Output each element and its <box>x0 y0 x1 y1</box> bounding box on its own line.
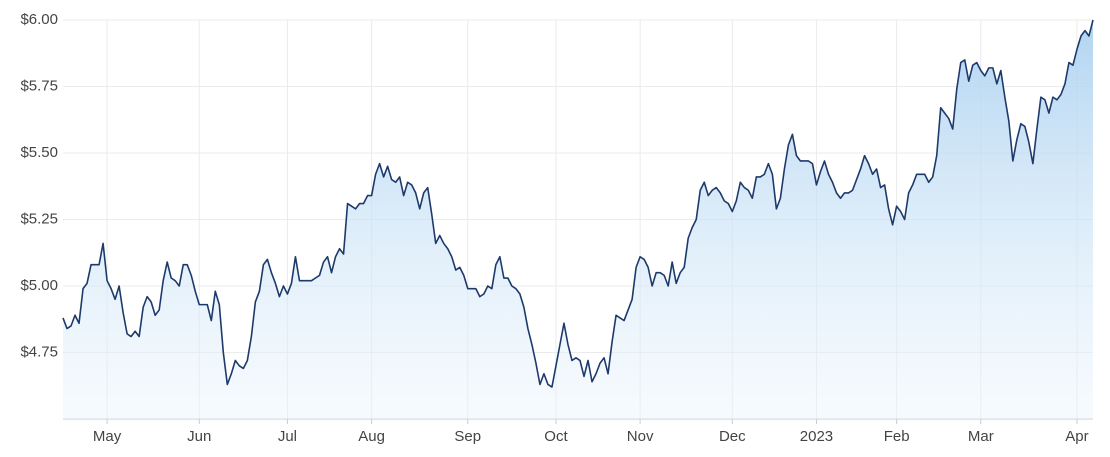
y-tick-label: $5.25 <box>20 210 58 227</box>
x-tick-label: Jun <box>187 428 211 445</box>
x-tick-label: Feb <box>884 428 910 445</box>
y-tick-label: $5.00 <box>20 277 58 294</box>
price-line <box>62 19 1094 388</box>
y-tick-label: $5.75 <box>20 77 58 94</box>
x-tick-label: Jul <box>278 428 297 445</box>
x-tick-label: Mar <box>968 428 994 445</box>
y-tick-label: $4.75 <box>20 343 58 360</box>
x-tick-label: 2023 <box>800 428 833 445</box>
x-tick-label: Aug <box>358 428 385 445</box>
x-tick-label: Nov <box>627 428 654 445</box>
x-tick-label: May <box>93 428 122 445</box>
x-tick-label: Oct <box>544 428 568 445</box>
y-tick-label: $5.50 <box>20 144 58 161</box>
y-tick-label: $6.00 <box>20 11 58 28</box>
x-tick-label: Dec <box>719 428 746 445</box>
x-tick-label: Apr <box>1065 428 1088 445</box>
area <box>63 20 1093 419</box>
x-tick-label: Sep <box>454 428 481 445</box>
